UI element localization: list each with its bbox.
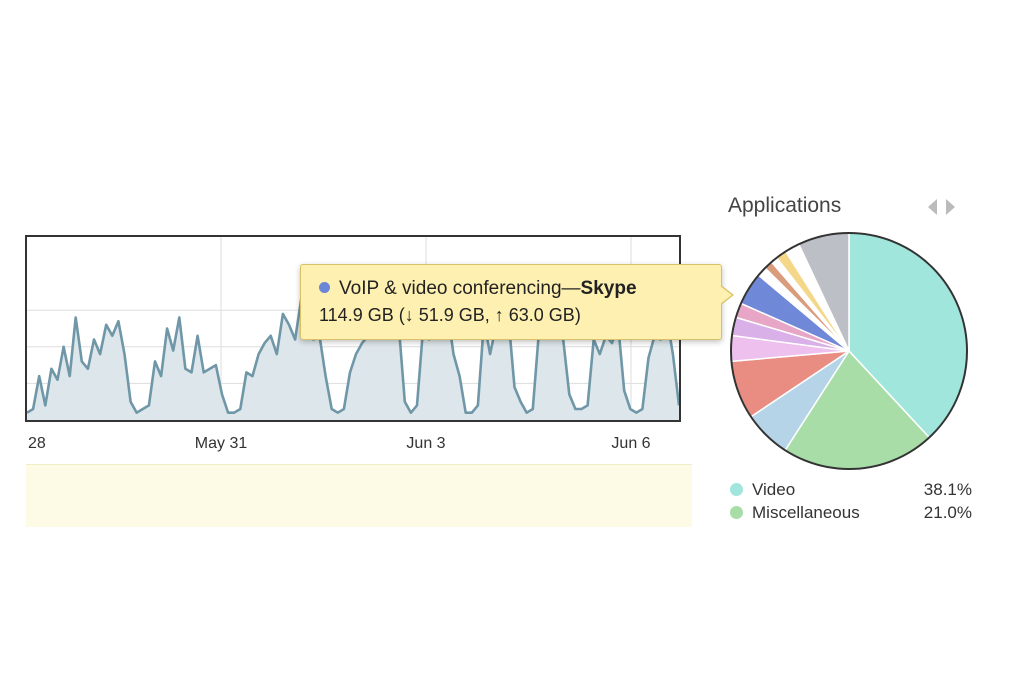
traffic-area: [27, 291, 679, 420]
legend-percent: 38.1%: [923, 480, 972, 499]
legend-percent: 21.0%: [923, 503, 972, 522]
details-panel: [26, 464, 692, 527]
x-tick-label: 28: [28, 435, 46, 452]
tooltip-category: VoIP & video conferencing—: [339, 278, 581, 299]
pie-pagination: [928, 199, 964, 220]
tooltip-pointer: [720, 285, 734, 305]
chevron-left-icon[interactable]: [928, 199, 937, 215]
applications-legend: Video 38.1% Miscellaneous 21.0%: [728, 480, 972, 526]
legend-label: Miscellaneous: [752, 503, 860, 522]
series-tooltip: VoIP & video conferencing—Skype 114.9 GB…: [300, 264, 734, 340]
x-tick-label: May 31: [195, 435, 248, 452]
legend-item-video[interactable]: Video 38.1%: [728, 480, 972, 503]
tooltip-total: 114.9 GB: [319, 305, 394, 325]
legend-clip: [728, 526, 978, 566]
x-tick-label: Jun 3: [406, 435, 445, 452]
legend-dot-icon: [730, 506, 743, 519]
legend-dot-icon: [730, 483, 743, 496]
pie-slices[interactable]: [730, 232, 968, 470]
x-axis: 28 May 31 Jun 3 Jun 6: [28, 435, 651, 452]
chevron-right-icon[interactable]: [946, 199, 955, 215]
traffic-line[interactable]: [26, 290, 681, 414]
tooltip-value: 114.9 GB (↓ 51.9 GB, ↑ 63.0 GB): [319, 303, 703, 327]
series-color-dot-icon: [319, 282, 330, 293]
x-tick-label: Jun 6: [611, 435, 650, 452]
traffic-series[interactable]: [26, 290, 681, 420]
applications-pie-chart[interactable]: [724, 226, 974, 476]
tooltip-app-name: Skype: [580, 278, 637, 299]
tooltip-title: VoIP & video conferencing—Skype: [319, 277, 703, 301]
tooltip-detail: (↓ 51.9 GB, ↑ 63.0 GB): [398, 305, 581, 325]
applications-title: Applications: [728, 194, 842, 217]
legend-label: Video: [752, 480, 796, 499]
pie-outline: [730, 232, 968, 470]
legend-item-miscellaneous[interactable]: Miscellaneous 21.0%: [728, 503, 972, 526]
